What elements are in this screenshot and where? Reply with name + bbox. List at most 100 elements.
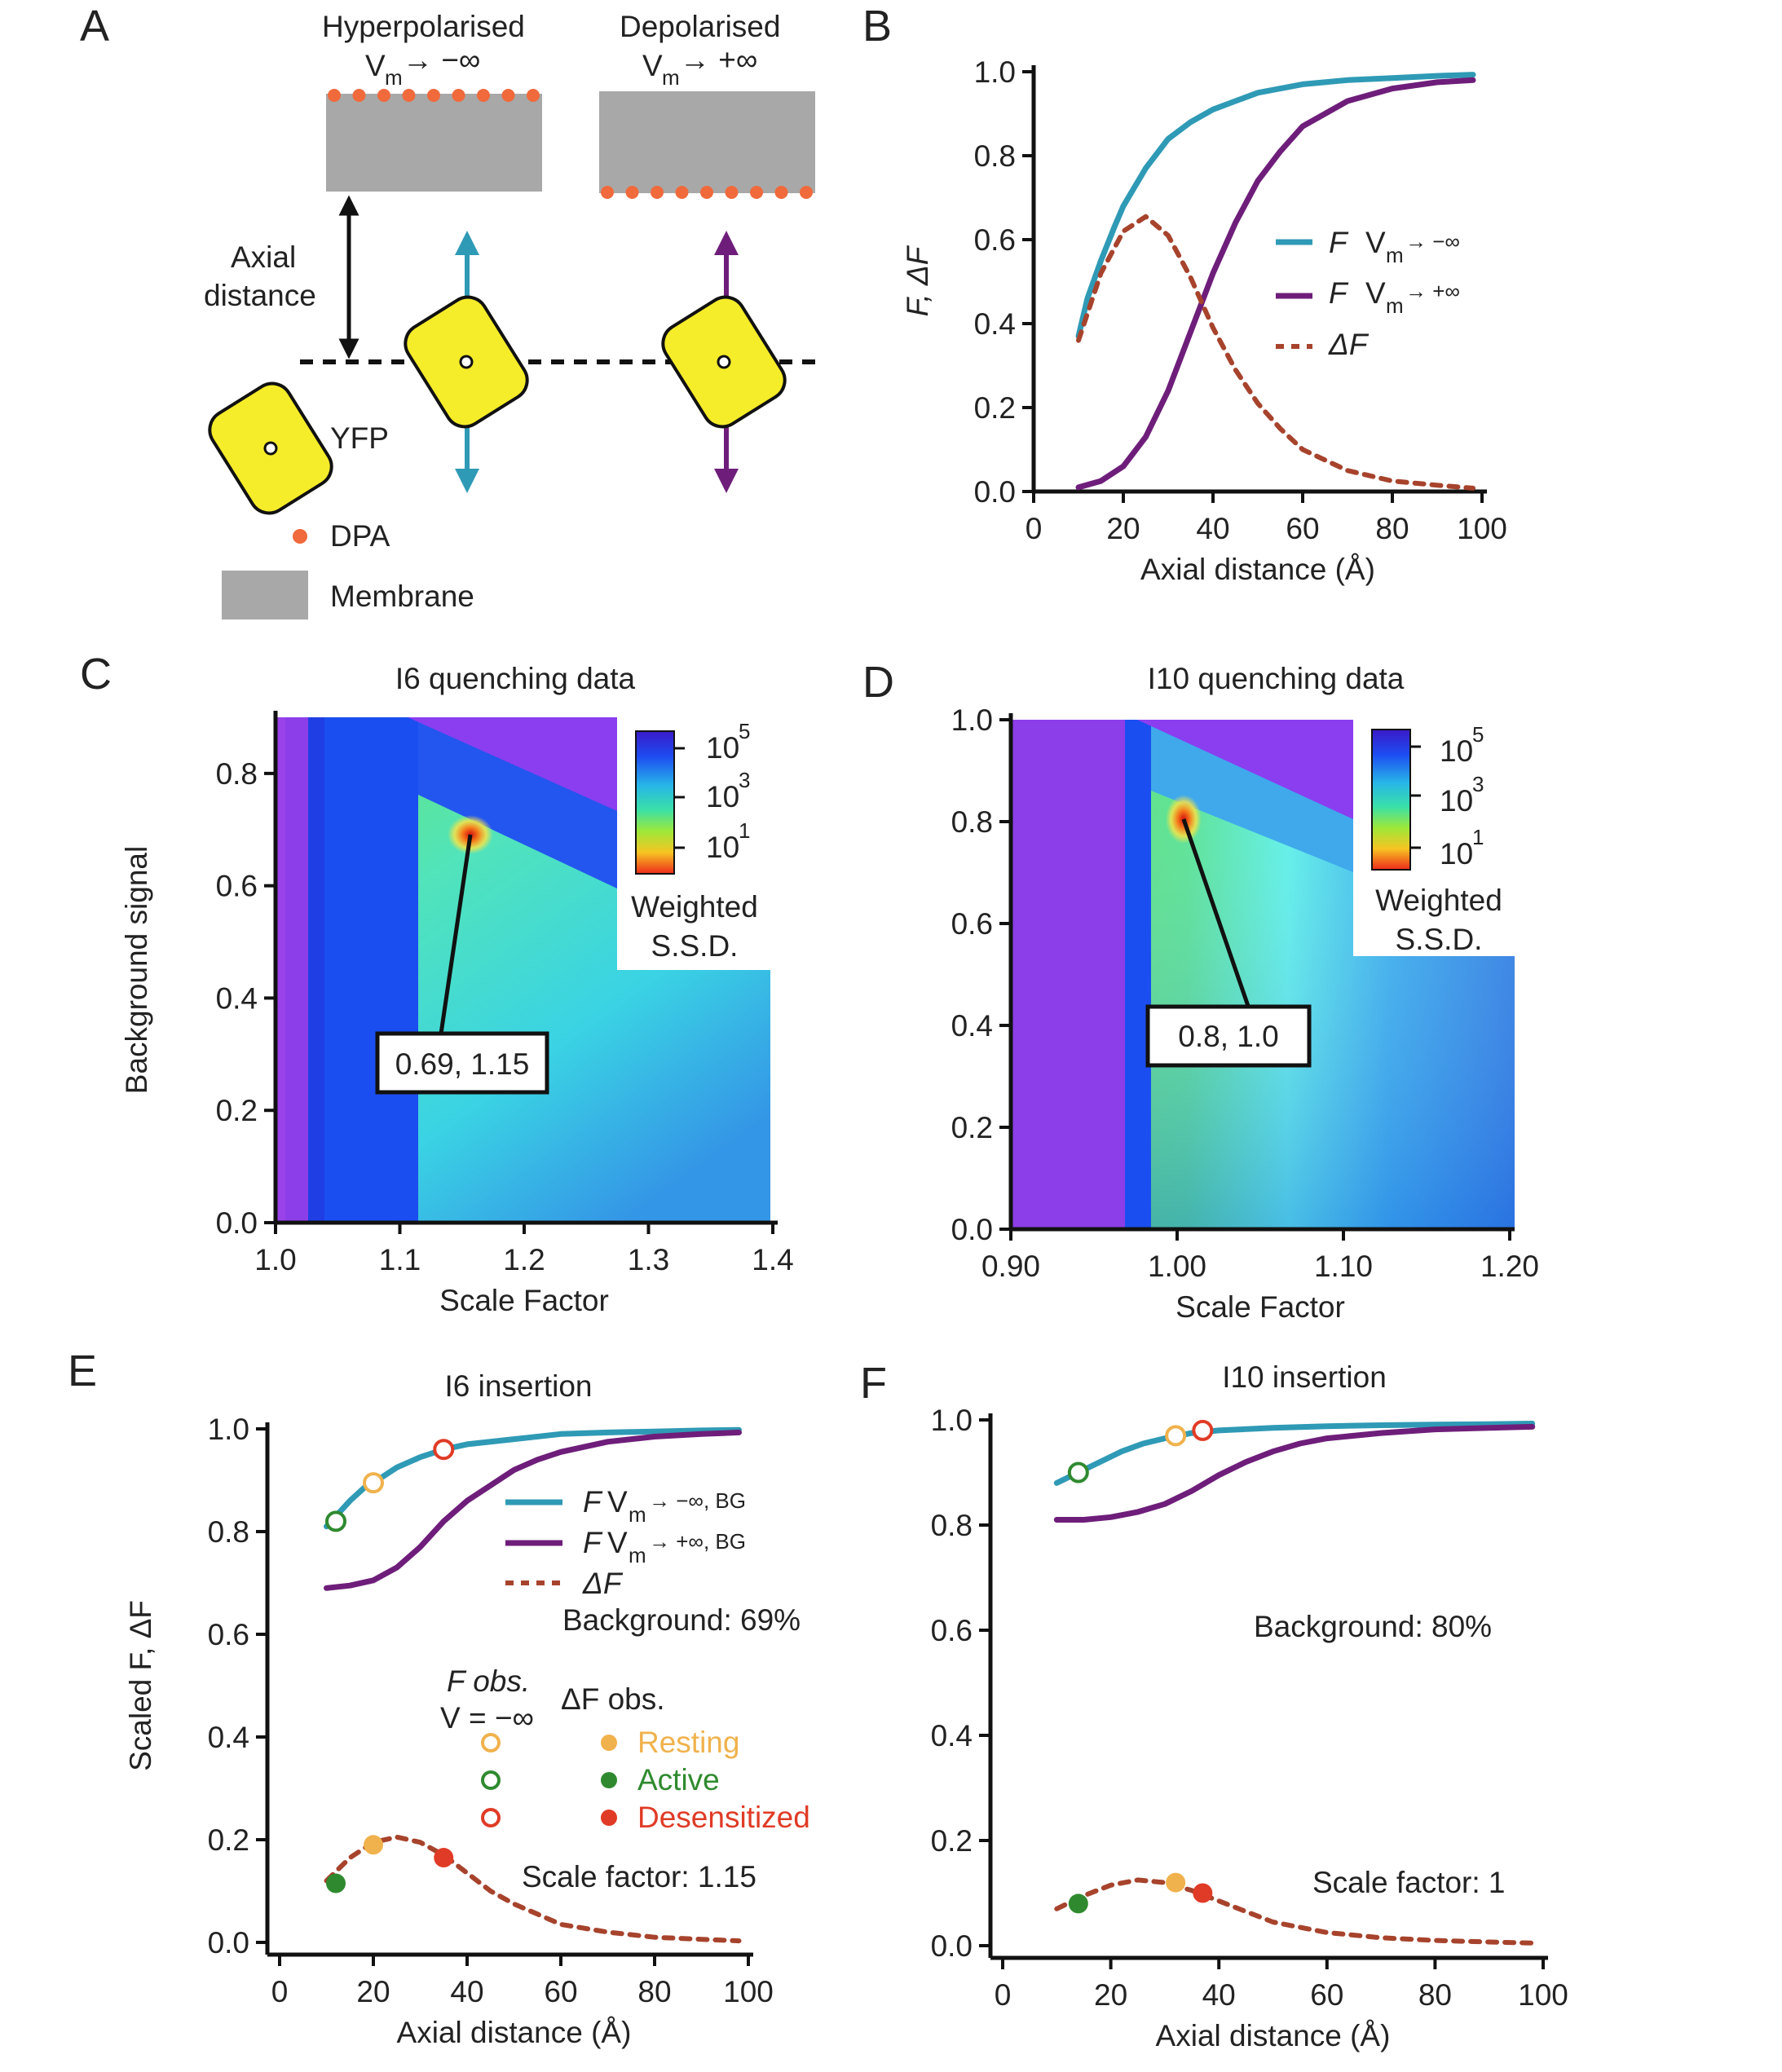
y-tick-label: 0.0 <box>951 1213 993 1246</box>
cbar-c-10-5: 10 <box>706 731 739 765</box>
legend-purple-sub: m <box>1386 293 1404 318</box>
dpa-dot <box>725 186 739 199</box>
cbar-c-title-1: Weighted <box>631 890 758 924</box>
y-tick-label: 0.2 <box>974 391 1016 425</box>
panel-f-axes: 0 20 40 60 80 100 0.0 0.2 0.4 0.6 0.8 1.0 Axial dist… <box>931 1404 1568 2052</box>
df-obs-point-desensitized <box>1193 1883 1213 1903</box>
cbar-d-exp-3: 3 <box>1472 772 1484 796</box>
panel-label-a: A <box>80 2 109 51</box>
x-tick-label: 0.90 <box>981 1250 1040 1283</box>
y-tick-label: 0.8 <box>216 757 258 791</box>
e-resting-open-marker <box>481 1733 501 1752</box>
x-tick-label: 0 <box>271 1975 289 2008</box>
dpa-dot <box>601 186 614 199</box>
panel-e-chart: E I6 insertion 0 20 40 60 80 1000.00.20.40.60… <box>68 1347 810 2049</box>
x-tick-label: 60 <box>544 1975 577 2008</box>
y-tick-label: 0.4 <box>974 307 1016 341</box>
yfp-label: YFP <box>330 421 389 455</box>
y-axis-label: Background signal <box>120 846 153 1094</box>
f-obs-point-active <box>325 1510 346 1532</box>
panel-d-heatmap: D I10 quenching data 0.90 1.00 1.10 1.20 0.0… <box>862 658 1539 1324</box>
panel-d-annotation-text: 0.8, 1.0 <box>1178 1020 1278 1053</box>
yfp-molecule-hyper <box>404 295 529 429</box>
panel-e-legend: F V m → −∞, BG F V m → +∞, BG ΔF Backgro… <box>505 1485 801 1637</box>
f-obs-point-resting <box>363 1472 384 1494</box>
panel-c-heatmap-field <box>277 717 770 1223</box>
y-tick-label: 0.8 <box>208 1515 249 1549</box>
e-desens-label: Desensitized <box>637 1801 810 1834</box>
y-tick-label: 0.4 <box>931 1719 973 1752</box>
cbar-d-title-2: S.S.D. <box>1396 923 1483 956</box>
dpa-dot <box>452 89 465 102</box>
cbar-c-exp-3: 3 <box>739 768 750 792</box>
series-line-purple <box>324 1429 742 1591</box>
legend-purple-f: F <box>1329 276 1349 310</box>
x-tick-label: 60 <box>1286 512 1319 545</box>
panel-label-b: B <box>862 2 892 51</box>
cbar-c-10-1: 10 <box>706 831 739 864</box>
x-axis-label: Axial distance (Å) <box>1156 2019 1391 2052</box>
panel-b-axes: 0 20 40 60 80 100 0.0 0.2 0.4 0.6 0.8 1.0 Axial dist… <box>901 55 1507 586</box>
x-axis-label: Axial distance (Å) <box>1140 553 1375 586</box>
dpa-dot <box>774 186 788 199</box>
x-tick-label: 60 <box>1310 1978 1343 2012</box>
e-f-obs-v: V = −∞ <box>440 1701 534 1735</box>
series-line-deltaf <box>1054 1877 1535 1946</box>
membrane-label: Membrane <box>330 580 474 613</box>
x-tick-label: 20 <box>1106 512 1140 545</box>
f-obs-point-desensitized <box>1192 1419 1214 1441</box>
panel-a-schematic: A Hyperpolarised V m → −∞ Depolarised V … <box>80 2 815 619</box>
panel-e-obs-legend: F obs. V = −∞ ΔF obs. Resting Active Des… <box>440 1664 810 1834</box>
x-tick-label: 1.10 <box>1314 1250 1373 1283</box>
cbar-d-exp-5: 5 <box>1472 722 1484 747</box>
y-tick-label: 1.0 <box>951 703 993 737</box>
dpa-dot <box>402 89 416 102</box>
panel-f-series <box>1053 1419 1536 1946</box>
x-tick-label: 0 <box>1026 512 1043 545</box>
hyper-vm-tail: → −∞ <box>403 43 480 77</box>
y-tick-label: 0.2 <box>951 1111 993 1144</box>
dpa-legend-dot <box>293 529 307 544</box>
axial-label-line2: distance <box>204 279 316 312</box>
e-resting-label: Resting <box>637 1726 739 1759</box>
panel-c-annotation-text: 0.69, 1.15 <box>395 1047 530 1081</box>
y-tick-label: 0.4 <box>216 981 258 1015</box>
x-tick-label: 40 <box>1202 1978 1236 2012</box>
y-tick-label: 0.6 <box>208 1618 249 1651</box>
legend-teal-f: F <box>1329 226 1349 259</box>
e-active-filled-marker <box>601 1772 617 1788</box>
x-tick-label: 1.00 <box>1148 1250 1206 1283</box>
panel-label-f: F <box>860 1359 887 1408</box>
cbar-d-10-5: 10 <box>1440 734 1473 768</box>
y-tick-label: 1.0 <box>974 55 1016 89</box>
f-background-note: Background: 80% <box>1254 1610 1492 1643</box>
x-tick-label: 80 <box>1418 1978 1452 2012</box>
df-obs-point-active <box>1068 1893 1088 1914</box>
dpa-dot <box>328 89 341 102</box>
y-tick-label: 0.8 <box>974 139 1016 173</box>
panel-b-series <box>1075 72 1476 491</box>
e-legend-teal-tail: → −∞, BG <box>649 1488 746 1513</box>
y-tick-label: 0.0 <box>974 475 1016 509</box>
e-active-label: Active <box>637 1763 720 1796</box>
panel-c-colorbar <box>635 730 675 875</box>
df-obs-point-desensitized <box>434 1848 454 1868</box>
x-tick-label: 100 <box>1457 512 1507 545</box>
x-tick-label: 20 <box>356 1975 390 2008</box>
depolarised-title: Depolarised <box>620 10 780 43</box>
series-line-purple <box>1075 77 1476 491</box>
dpa-dot <box>527 89 540 102</box>
cbar-c-10-3: 10 <box>706 780 739 813</box>
x-axis-label: Scale Factor <box>1176 1290 1345 1324</box>
yfp-molecule-legend <box>208 381 333 515</box>
panel-b-legend: F V m → −∞ F V m → +∞ ΔF <box>1276 226 1460 361</box>
dpa-dot <box>800 186 813 199</box>
panel-f-chart: F I10 insertion 0 20 40 60 80 100 0.0 0.2 0.4 0.6… <box>860 1359 1568 2052</box>
dpa-row-top <box>328 89 540 102</box>
hyperpolarised-title: Hyperpolarised <box>322 10 525 43</box>
dpa-dot <box>675 186 689 199</box>
x-tick-label: 40 <box>1196 512 1229 545</box>
legend-dashed-label: ΔF <box>1328 328 1370 361</box>
y-tick-label: 1.0 <box>208 1413 249 1446</box>
panel-e-title: I6 insertion <box>445 1369 593 1403</box>
